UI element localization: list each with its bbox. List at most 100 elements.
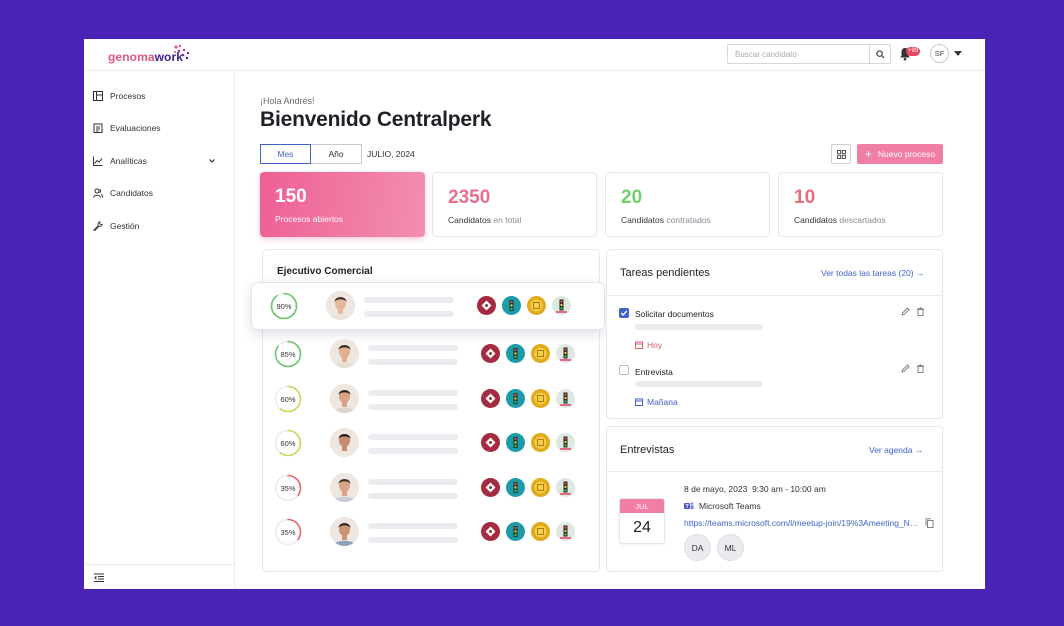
traffic-light-icon[interactable] [556, 522, 575, 541]
sidebar-item-gestion[interactable]: Gestión [93, 217, 225, 235]
logo-text-genoma: genoma [108, 50, 155, 64]
culture-icon[interactable] [506, 522, 525, 541]
stat-card-descartados[interactable]: 10 Candidatos descartados [778, 172, 943, 237]
puzzle-icon[interactable] [481, 478, 500, 497]
candidate-avatar[interactable] [330, 517, 359, 546]
copy-icon[interactable] [925, 518, 934, 528]
puzzle-icon[interactable] [481, 389, 500, 408]
culture-icon[interactable] [506, 478, 525, 497]
placeholder-line [368, 390, 458, 396]
sidebar-item-procesos[interactable]: Procesos [93, 87, 225, 105]
edit-icon[interactable] [901, 307, 910, 316]
culture-icon[interactable] [502, 296, 521, 315]
tab-mes[interactable]: Mes [260, 144, 311, 164]
participant-avatar[interactable]: ML [717, 534, 744, 561]
sidebar-item-evaluaciones[interactable]: Evaluaciones [93, 119, 225, 137]
view-all-tasks-link[interactable]: Ver todas las tareas (20) → [821, 268, 924, 278]
match-score: 85% [280, 349, 296, 359]
gold-badge-icon[interactable] [527, 296, 546, 315]
match-score: 90% [276, 301, 292, 311]
stat-label-sub: contratados [666, 215, 711, 225]
candidate-avatar[interactable] [330, 384, 359, 413]
tasks-title: Tareas pendientes [620, 267, 710, 279]
culture-icon[interactable] [506, 344, 525, 363]
user-menu-caret-icon[interactable] [954, 51, 962, 56]
placeholder-line [368, 523, 458, 529]
view-agenda-link[interactable]: Ver agenda → [869, 445, 923, 455]
traffic-light-icon[interactable] [556, 344, 575, 363]
grid-view-button[interactable] [831, 144, 851, 164]
traffic-light-icon[interactable] [556, 389, 575, 408]
greeting: ¡Hola Andrés! [260, 96, 315, 106]
candidate-row[interactable]: 90% [251, 282, 694, 330]
calendar-date: JUL 24 [619, 498, 665, 544]
gold-badge-icon[interactable] [531, 389, 550, 408]
logo[interactable]: genomawork [108, 50, 183, 64]
sidebar: Procesos Evaluaciones Analíticas Candida… [84, 71, 235, 589]
puzzle-icon[interactable] [477, 296, 496, 315]
stat-value: 150 [275, 186, 307, 207]
task-due-label: Hoy [647, 340, 663, 350]
collapse-sidebar-icon[interactable] [94, 573, 104, 582]
user-avatar[interactable]: SF [930, 44, 949, 63]
trash-icon[interactable] [916, 307, 925, 316]
placeholder-line [368, 537, 458, 543]
calendar-icon [635, 398, 643, 406]
culture-icon[interactable] [506, 389, 525, 408]
match-score-ring: 35% [274, 474, 302, 502]
sidebar-item-analiticas[interactable]: Analíticas [93, 152, 225, 170]
candidate-row[interactable]: 35% [262, 470, 592, 506]
match-score-ring: 60% [274, 385, 302, 413]
candidate-avatar[interactable] [330, 473, 359, 502]
participant-avatar[interactable]: DA [684, 534, 711, 561]
culture-icon[interactable] [506, 433, 525, 452]
stat-card-contratados[interactable]: 20 Candidatos contratados [605, 172, 770, 237]
assessment-icons [481, 344, 575, 363]
logo-dots-icon [174, 44, 190, 60]
stat-card-total[interactable]: 2350 Candidatos en total [432, 172, 597, 237]
traffic-light-icon[interactable] [556, 433, 575, 452]
sidebar-item-candidatos[interactable]: Candidatos [93, 184, 225, 202]
candidate-row[interactable]: 85% [262, 336, 592, 372]
task-checkbox[interactable] [619, 365, 629, 375]
placeholder-line [368, 434, 458, 440]
placeholder-line [364, 297, 454, 303]
gold-badge-icon[interactable] [531, 433, 550, 452]
placeholder-line [364, 311, 454, 317]
candidate-row[interactable]: 60% [262, 381, 592, 417]
chevron-down-icon[interactable] [208, 157, 216, 165]
tab-ano[interactable]: Año [311, 144, 362, 164]
puzzle-icon[interactable] [481, 522, 500, 541]
candidate-row[interactable]: 60% [262, 425, 592, 461]
interview-time: 9:30 am - 10:00 am [752, 484, 826, 494]
task-checkbox[interactable] [619, 308, 629, 318]
traffic-light-icon[interactable] [552, 296, 571, 315]
task-title: Entrevista [635, 367, 673, 377]
edit-icon[interactable] [901, 364, 910, 373]
tasks-card: Tareas pendientes Ver todas las tareas (… [606, 249, 943, 419]
new-process-button[interactable]: + Nuevo proceso [857, 144, 943, 164]
task-due: Mañana [635, 397, 678, 407]
candidate-avatar[interactable] [326, 291, 355, 320]
puzzle-icon[interactable] [481, 433, 500, 452]
users-icon [93, 188, 103, 198]
candidate-avatar[interactable] [330, 339, 359, 368]
trash-icon[interactable] [916, 364, 925, 373]
stat-label: Procesos abiertos [275, 214, 343, 224]
gold-badge-icon[interactable] [531, 522, 550, 541]
meeting-link[interactable]: https://teams.microsoft.com/l/meetup-joi… [684, 518, 920, 528]
gold-badge-icon[interactable] [531, 478, 550, 497]
search-input[interactable] [728, 45, 869, 63]
calendar-day: 24 [633, 519, 651, 536]
gold-badge-icon[interactable] [531, 344, 550, 363]
traffic-light-icon[interactable] [556, 478, 575, 497]
search-button[interactable] [869, 45, 890, 63]
clipboard-icon [93, 123, 103, 133]
candidate-avatar[interactable] [330, 428, 359, 457]
assessment-icons [481, 478, 575, 497]
puzzle-icon[interactable] [481, 344, 500, 363]
process-title[interactable]: Ejecutivo Comercial [277, 266, 373, 277]
stat-card-procesos[interactable]: 150 Procesos abiertos [260, 172, 425, 237]
placeholder-line [368, 479, 458, 485]
candidate-row[interactable]: 35% [262, 514, 592, 550]
